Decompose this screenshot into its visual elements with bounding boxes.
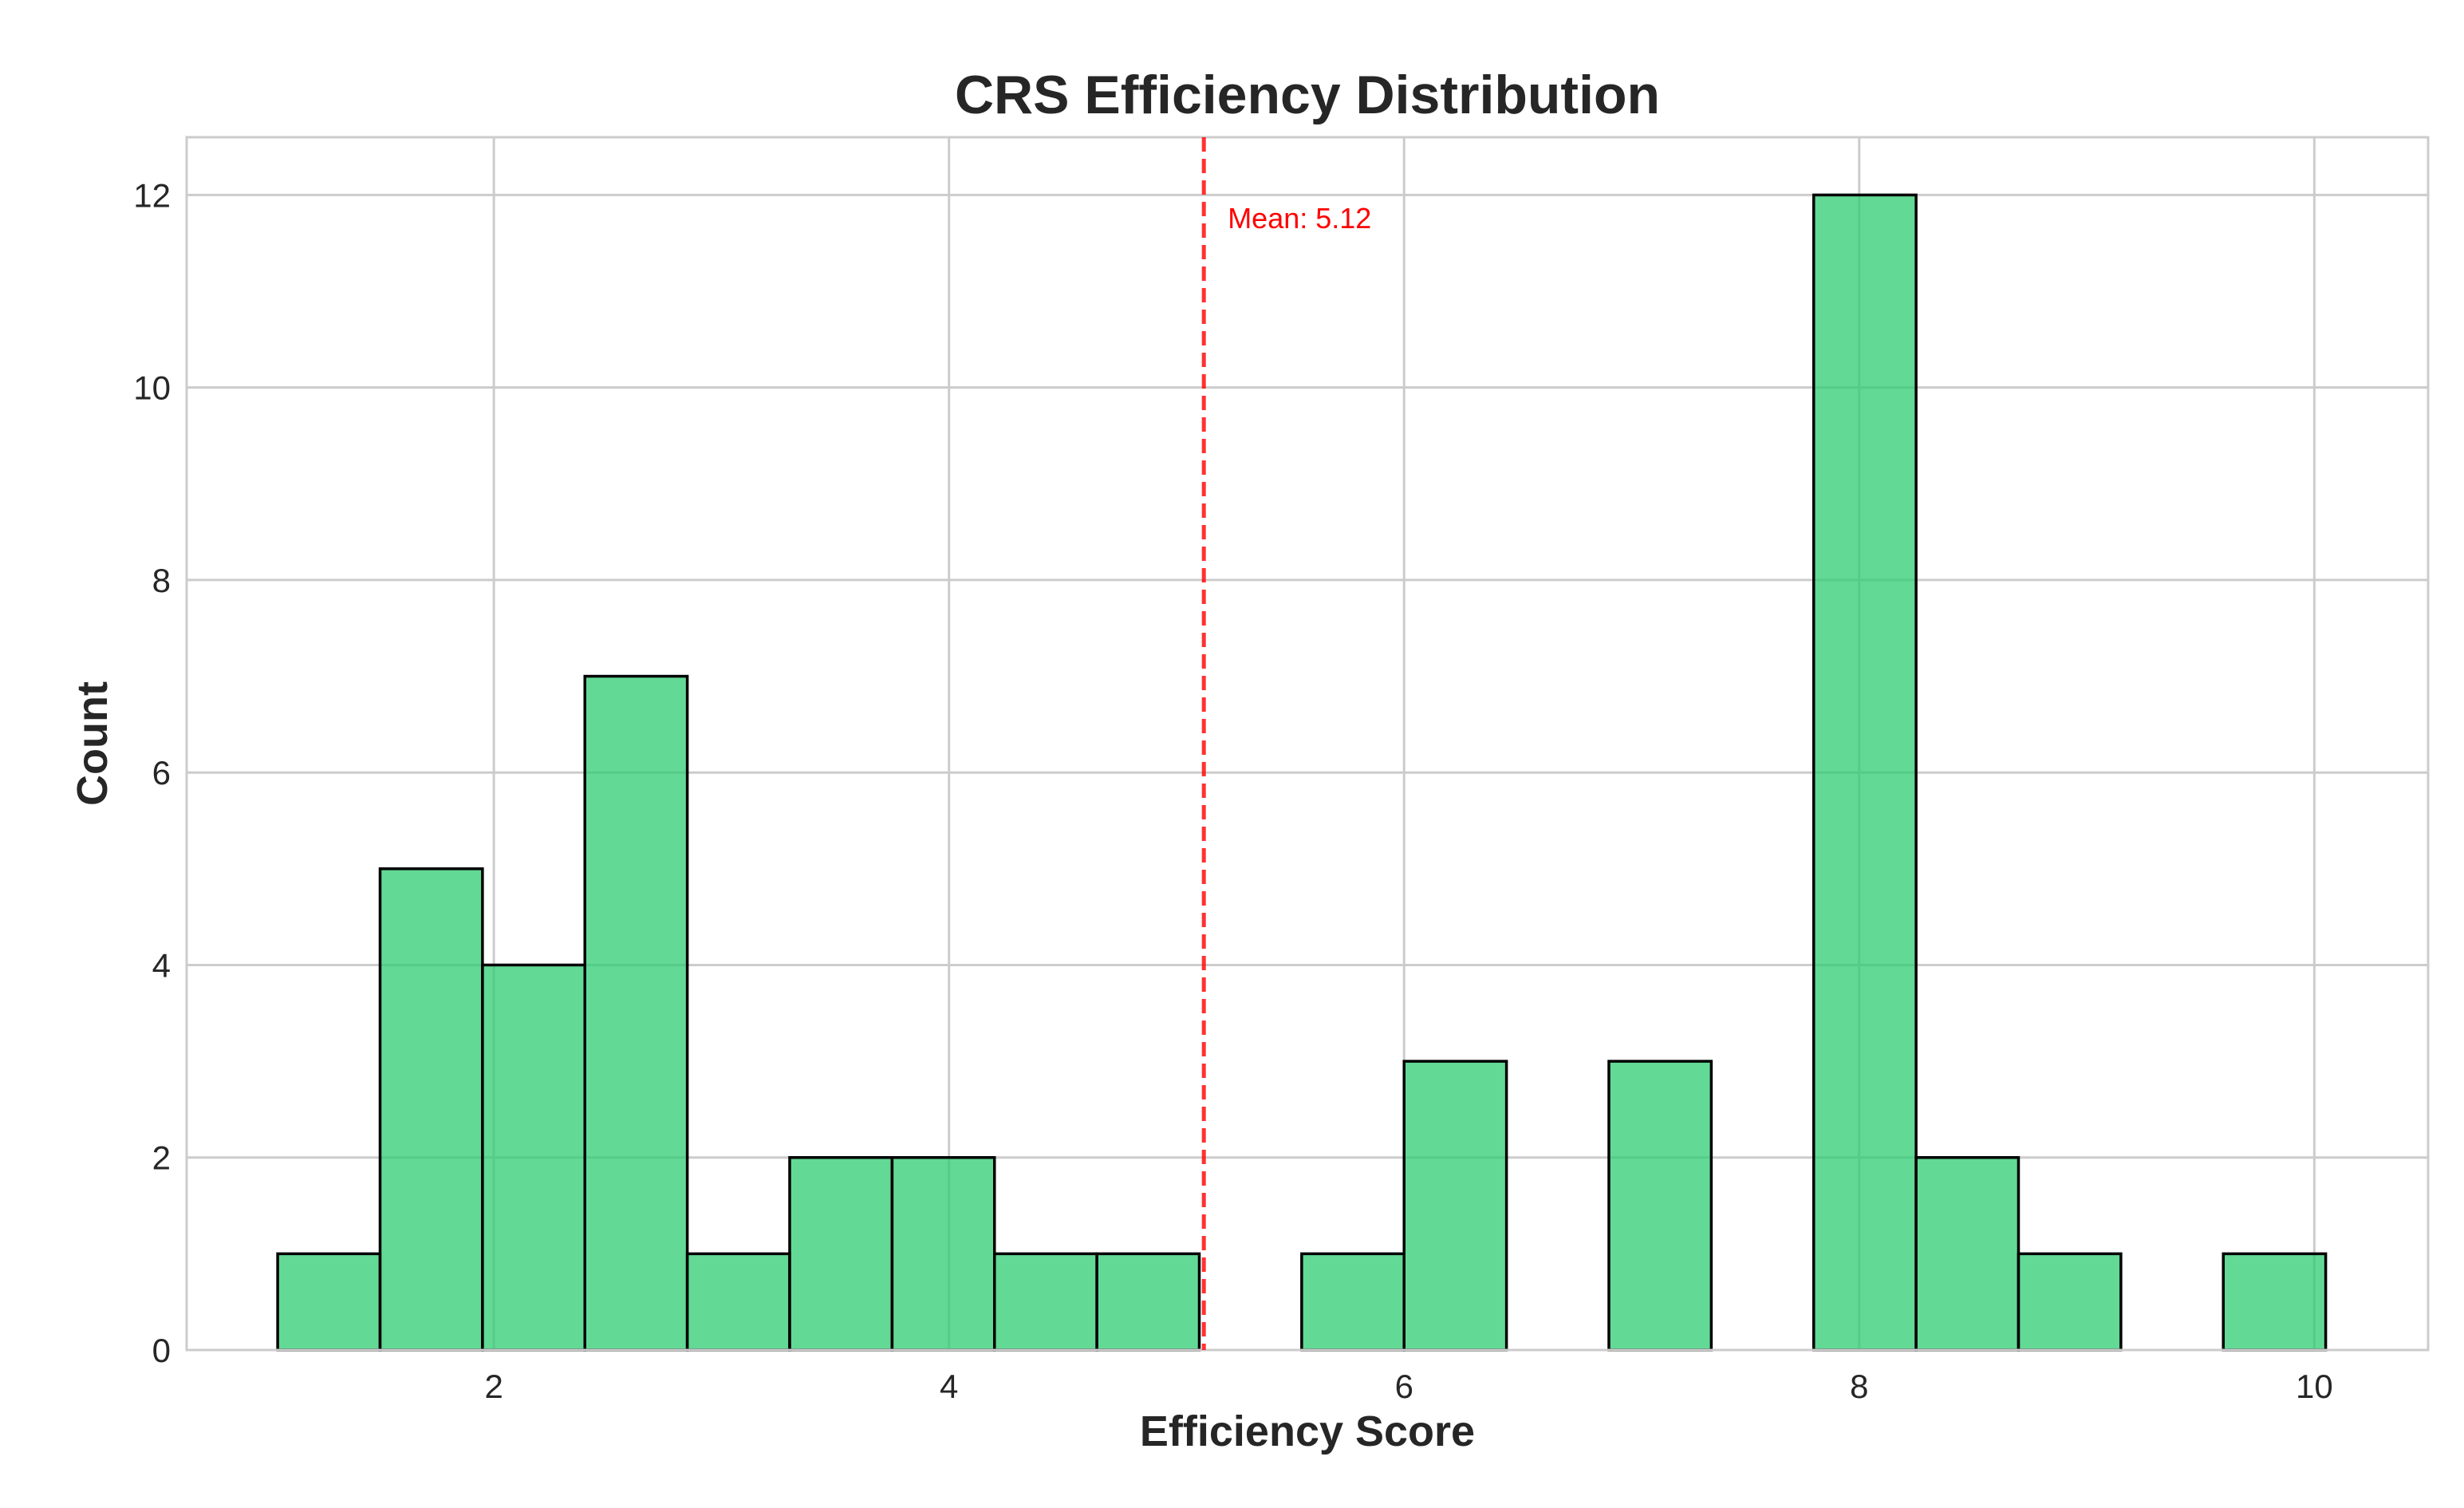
y-tick-label: 2	[152, 1139, 171, 1177]
x-tick-label: 10	[2296, 1368, 2333, 1405]
histogram-bar	[1402, 1060, 1508, 1352]
y-axis-label: Count	[69, 681, 116, 806]
histogram-bar	[1300, 1252, 1405, 1352]
histogram-bar	[481, 963, 586, 1352]
x-tick-label: 4	[940, 1368, 958, 1405]
x-tick-label: 2	[484, 1368, 503, 1405]
y-tick-label: 12	[133, 176, 171, 214]
y-tick-label: 10	[133, 369, 171, 407]
y-tick-label: 0	[152, 1332, 171, 1369]
y-tick-label: 8	[152, 562, 171, 599]
histogram-bar	[992, 1252, 1098, 1352]
histogram-bar	[583, 674, 689, 1352]
x-tick-label: 8	[1850, 1368, 1868, 1405]
histogram-bar	[1914, 1155, 2020, 1352]
bars	[276, 193, 2328, 1352]
histogram-bar	[1812, 193, 1918, 1352]
x-tick-label: 6	[1395, 1368, 1413, 1405]
histogram-bar	[685, 1252, 791, 1352]
histogram-bar	[2017, 1252, 2123, 1352]
histogram-bar	[276, 1252, 382, 1352]
plot-frame	[185, 136, 2430, 1352]
mean-marker: Mean: 5.12	[1201, 137, 1371, 1350]
mean-label: Mean: 5.12	[1228, 202, 1371, 235]
y-tick-label: 6	[152, 754, 171, 792]
histogram-bar	[788, 1155, 894, 1352]
chart-title: CRS Efficiency Distribution	[955, 65, 1660, 125]
y-tick-label: 4	[152, 946, 171, 984]
histogram-bar	[378, 867, 484, 1352]
histogram-bar	[2222, 1252, 2328, 1352]
histogram-bar	[890, 1155, 996, 1352]
histogram-bar	[1095, 1252, 1201, 1352]
histogram-bar	[1607, 1060, 1713, 1352]
x-axis-label: Efficiency Score	[1140, 1407, 1475, 1455]
tick-labels: 2 4 6 8 10 0 2 4 6 8 10 12	[133, 176, 2332, 1405]
